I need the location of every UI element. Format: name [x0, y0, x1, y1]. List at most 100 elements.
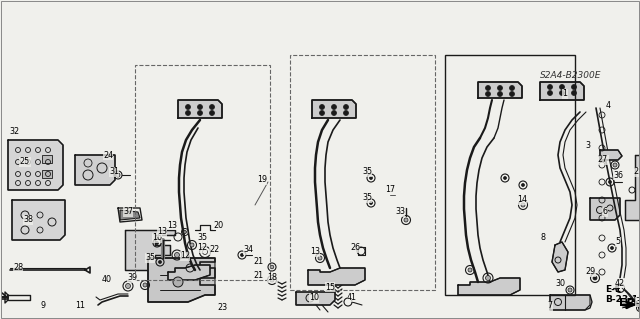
Bar: [445, 55, 575, 295]
Polygon shape: [12, 200, 65, 240]
Polygon shape: [550, 295, 590, 310]
Circle shape: [611, 247, 614, 249]
Polygon shape: [625, 155, 640, 220]
Circle shape: [593, 276, 597, 280]
Text: 13: 13: [167, 220, 177, 229]
Circle shape: [572, 91, 577, 95]
Text: 2: 2: [634, 167, 639, 176]
Text: 35: 35: [362, 194, 372, 203]
Circle shape: [497, 92, 502, 97]
Circle shape: [369, 202, 372, 204]
Text: 35: 35: [362, 167, 372, 176]
Text: 4: 4: [605, 100, 611, 109]
Circle shape: [572, 85, 577, 90]
Text: 8: 8: [541, 233, 545, 241]
Polygon shape: [552, 242, 568, 272]
Polygon shape: [308, 268, 365, 285]
Circle shape: [319, 105, 324, 109]
Text: 16: 16: [152, 234, 162, 242]
Text: 30: 30: [635, 298, 640, 307]
Text: 11: 11: [75, 300, 85, 309]
Text: 34: 34: [243, 246, 253, 255]
Bar: [42, 155, 52, 163]
Polygon shape: [148, 258, 215, 302]
Circle shape: [209, 110, 214, 115]
Circle shape: [609, 181, 611, 183]
Text: 20: 20: [213, 220, 223, 229]
Bar: [42, 170, 52, 178]
Text: 26: 26: [350, 243, 360, 253]
Text: 13: 13: [157, 227, 167, 236]
Polygon shape: [296, 292, 335, 305]
Circle shape: [369, 176, 372, 180]
Text: 18: 18: [267, 273, 277, 283]
Circle shape: [568, 288, 572, 292]
Circle shape: [522, 183, 525, 187]
Polygon shape: [125, 230, 175, 270]
Circle shape: [504, 176, 506, 180]
Circle shape: [156, 241, 159, 244]
Circle shape: [547, 85, 552, 90]
Circle shape: [190, 243, 194, 247]
Circle shape: [125, 284, 131, 288]
Text: 39: 39: [127, 273, 137, 283]
Text: 6: 6: [602, 207, 607, 217]
Text: 35: 35: [145, 254, 155, 263]
Text: 21: 21: [253, 257, 263, 266]
Circle shape: [270, 265, 274, 269]
Text: 31: 31: [109, 167, 119, 176]
Text: 17: 17: [385, 186, 395, 195]
Text: 40: 40: [102, 276, 112, 285]
Text: 12: 12: [180, 251, 190, 261]
Circle shape: [547, 91, 552, 95]
Circle shape: [344, 110, 349, 115]
Polygon shape: [75, 155, 115, 185]
Text: 9: 9: [40, 300, 45, 309]
Circle shape: [332, 105, 337, 109]
Text: 29: 29: [585, 268, 595, 277]
Text: 28: 28: [13, 263, 23, 272]
Polygon shape: [168, 265, 210, 280]
Polygon shape: [600, 150, 622, 160]
Text: 33: 33: [395, 207, 405, 217]
Text: 12: 12: [197, 243, 207, 253]
Text: 24: 24: [103, 151, 113, 160]
Text: 22: 22: [210, 246, 220, 255]
Circle shape: [559, 85, 564, 90]
Text: 42: 42: [615, 278, 625, 287]
Text: 13: 13: [310, 248, 320, 256]
Circle shape: [186, 105, 191, 109]
Text: FR.: FR.: [619, 298, 639, 308]
Polygon shape: [458, 278, 520, 295]
Circle shape: [198, 110, 202, 115]
Text: 27: 27: [598, 155, 608, 165]
Circle shape: [270, 278, 274, 282]
Polygon shape: [312, 100, 356, 118]
Text: 1: 1: [563, 90, 568, 99]
Text: 41: 41: [347, 293, 357, 301]
Text: 5: 5: [616, 238, 621, 247]
Polygon shape: [478, 82, 522, 98]
Text: 38: 38: [23, 216, 33, 225]
Circle shape: [332, 110, 337, 115]
Text: S2A4-B2300E: S2A4-B2300E: [540, 70, 602, 79]
Circle shape: [173, 277, 183, 287]
Bar: [135, 65, 270, 280]
Text: 15: 15: [325, 283, 335, 292]
Text: 37: 37: [123, 207, 133, 217]
Polygon shape: [622, 302, 638, 308]
Circle shape: [521, 203, 525, 207]
Circle shape: [486, 85, 490, 91]
Polygon shape: [590, 198, 620, 220]
Circle shape: [198, 105, 202, 109]
Text: 19: 19: [257, 175, 267, 184]
Circle shape: [613, 163, 617, 167]
Text: 3: 3: [586, 140, 591, 150]
Circle shape: [209, 105, 214, 109]
Text: 14: 14: [517, 196, 527, 204]
Text: 23: 23: [217, 303, 227, 313]
Circle shape: [509, 85, 515, 91]
Text: 21: 21: [253, 271, 263, 279]
Polygon shape: [120, 210, 140, 220]
Circle shape: [486, 276, 490, 280]
